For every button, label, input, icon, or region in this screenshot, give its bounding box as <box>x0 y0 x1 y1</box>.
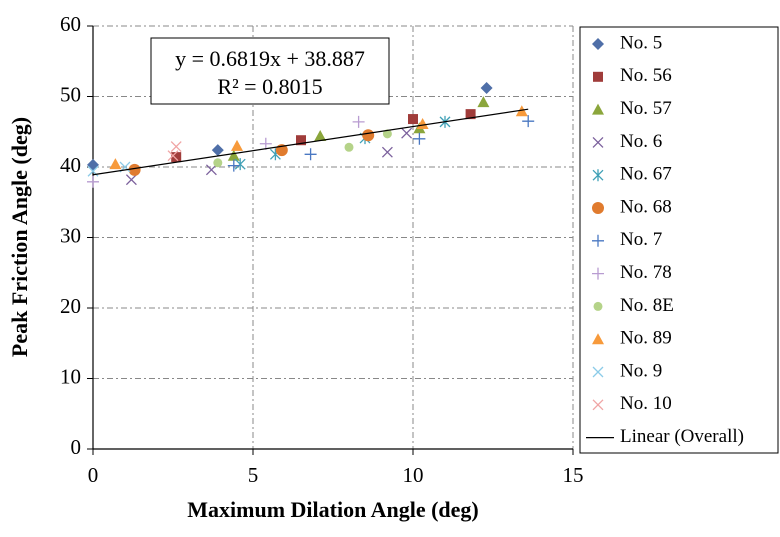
legend-marker <box>592 136 604 148</box>
equation-box <box>150 37 390 105</box>
r-squared: R² = 0.8015 <box>217 74 322 99</box>
point <box>314 129 327 141</box>
legend-marker <box>593 71 603 82</box>
equation: y = 0.6819x + 38.887 <box>175 46 365 71</box>
y-tick-label: 30 <box>60 223 81 247</box>
point <box>205 164 217 176</box>
point <box>352 115 365 128</box>
point <box>234 158 246 171</box>
trendline <box>92 108 529 176</box>
legend-label: No. 8E <box>620 295 674 316</box>
point <box>259 137 272 150</box>
point <box>109 158 122 170</box>
x-tick-label: 10 <box>403 463 424 487</box>
y-tick-label: 40 <box>60 153 81 177</box>
y-tick-label: 0 <box>71 435 82 459</box>
legend-label: Linear (Overall) <box>620 426 744 447</box>
y-tick-label: 50 <box>60 82 81 106</box>
legend-marker <box>592 333 604 345</box>
legend-label: No. 68 <box>620 196 672 217</box>
legend-label: No. 57 <box>620 98 672 119</box>
legend <box>579 26 779 454</box>
point <box>416 117 429 129</box>
point <box>480 82 493 95</box>
legend-label: No. 9 <box>620 360 662 381</box>
x-tick-label: 15 <box>563 463 584 487</box>
y-tick-label: 20 <box>60 294 81 318</box>
point <box>170 141 182 153</box>
point <box>231 139 243 151</box>
legend-label: No. 89 <box>620 328 672 349</box>
legend-label: No. 7 <box>620 229 662 250</box>
point <box>382 129 392 139</box>
legend-marker <box>592 202 604 214</box>
legend-marker <box>592 366 604 378</box>
y-axis-title: Peak Friction Angle (deg) <box>7 117 32 357</box>
legend-label: No. 5 <box>620 32 662 53</box>
x-axis-title: Maximum Dilation Angle (deg) <box>187 497 479 522</box>
point <box>125 174 137 186</box>
legend-label: No. 78 <box>620 262 672 283</box>
legend-label: No. 10 <box>620 393 672 414</box>
legend-marker <box>592 234 604 247</box>
y-tick-label: 60 <box>60 12 81 36</box>
plot-area: 0 10 20 30 40 50 60 0 5 10 15 <box>60 12 584 487</box>
point <box>167 150 179 162</box>
point <box>522 115 535 128</box>
point <box>362 129 375 142</box>
legend-label: No. 67 <box>620 164 672 185</box>
point <box>227 159 240 172</box>
legend-marker <box>592 38 604 50</box>
point <box>128 163 141 176</box>
point <box>171 152 182 163</box>
legend-marker <box>592 267 604 280</box>
legend-marker <box>592 169 604 182</box>
point <box>304 148 317 161</box>
legend-marker <box>592 103 604 115</box>
x-tick-label: 0 <box>88 463 99 487</box>
point <box>296 135 306 146</box>
point <box>344 142 354 152</box>
point <box>515 105 528 117</box>
point <box>408 114 418 125</box>
legend-marker <box>592 399 604 411</box>
x-tick-label: 5 <box>248 463 259 487</box>
point <box>465 109 476 120</box>
point <box>213 158 223 168</box>
point <box>227 149 240 161</box>
point <box>381 146 393 158</box>
point <box>211 144 224 157</box>
legend-entries: No. 5 No. 56 No. 57 No. 6 No. 67 No. 68 No. 7 N… <box>586 32 744 447</box>
point <box>87 175 99 188</box>
y-tick-label: 10 <box>60 364 81 388</box>
point <box>401 127 413 139</box>
legend-label: No. 6 <box>620 131 662 152</box>
point <box>413 132 426 145</box>
point <box>477 96 490 108</box>
legend-label: No. 56 <box>620 65 672 86</box>
legend-marker <box>593 301 603 311</box>
